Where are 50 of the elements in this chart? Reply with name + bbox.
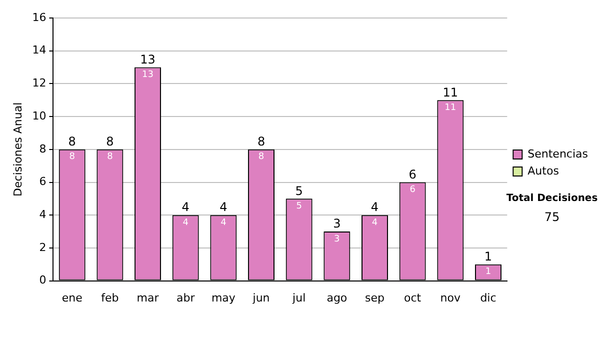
data-label: 4 xyxy=(220,218,227,228)
y-tick-label: 10 xyxy=(32,109,46,122)
x-tick-label: dic xyxy=(480,291,496,304)
total-label: 8 xyxy=(257,134,266,149)
y-axis-title: Decisiones Anual xyxy=(11,102,24,196)
total-label: 11 xyxy=(442,85,458,100)
total-label: 3 xyxy=(333,216,341,231)
x-tick-label: mar xyxy=(136,291,160,304)
total-label: 4 xyxy=(370,200,379,214)
x-tick-label: oct xyxy=(404,291,422,304)
x-tick-label: feb xyxy=(101,291,119,304)
total-label: 5 xyxy=(295,184,303,198)
legend-label: Autos xyxy=(528,164,560,178)
total-label: 4 xyxy=(220,200,228,214)
y-tick-label: 6 xyxy=(39,175,46,188)
data-label: 5 xyxy=(296,202,302,212)
data-label: 6 xyxy=(410,185,416,196)
data-label: 4 xyxy=(372,218,378,228)
total-label: 8 xyxy=(68,134,76,149)
y-tick-label: 8 xyxy=(39,142,46,156)
y-tick-label: 2 xyxy=(39,240,46,254)
x-tick-label: jun xyxy=(252,291,270,304)
data-label: 8 xyxy=(258,152,264,162)
legend-label: Sentencias xyxy=(528,147,588,160)
data-label: 8 xyxy=(69,152,76,162)
total-label: 6 xyxy=(408,167,416,182)
total-label: 13 xyxy=(140,52,156,66)
data-label: 8 xyxy=(107,152,114,162)
text: 75 xyxy=(543,210,561,224)
y-tick-label: 4 xyxy=(39,208,46,221)
annotation: Total Decisiones xyxy=(505,193,599,204)
data-label: 4 xyxy=(182,218,189,228)
x-tick-label: may xyxy=(211,291,236,304)
total-label: 1 xyxy=(484,250,492,264)
data-label: 1 xyxy=(485,267,492,278)
y-tick-label: 16 xyxy=(32,10,46,24)
data-label: 3 xyxy=(334,234,340,244)
x-tick-label: jul xyxy=(292,291,306,304)
y-tick-label: 0 xyxy=(39,274,46,287)
x-tick-label: abr xyxy=(176,291,196,304)
y-tick-label: 14 xyxy=(32,44,46,57)
x-tick-label: sep xyxy=(365,291,385,304)
x-tick-label: ago xyxy=(326,291,348,304)
total-label: 4 xyxy=(182,200,190,214)
total-label: 8 xyxy=(106,134,114,149)
x-tick-label: nov xyxy=(440,291,461,304)
data-label: 13 xyxy=(142,70,154,80)
y-tick-label: 12 xyxy=(32,76,46,90)
data-label: 11 xyxy=(444,102,456,113)
x-tick-label: ene xyxy=(62,291,83,304)
